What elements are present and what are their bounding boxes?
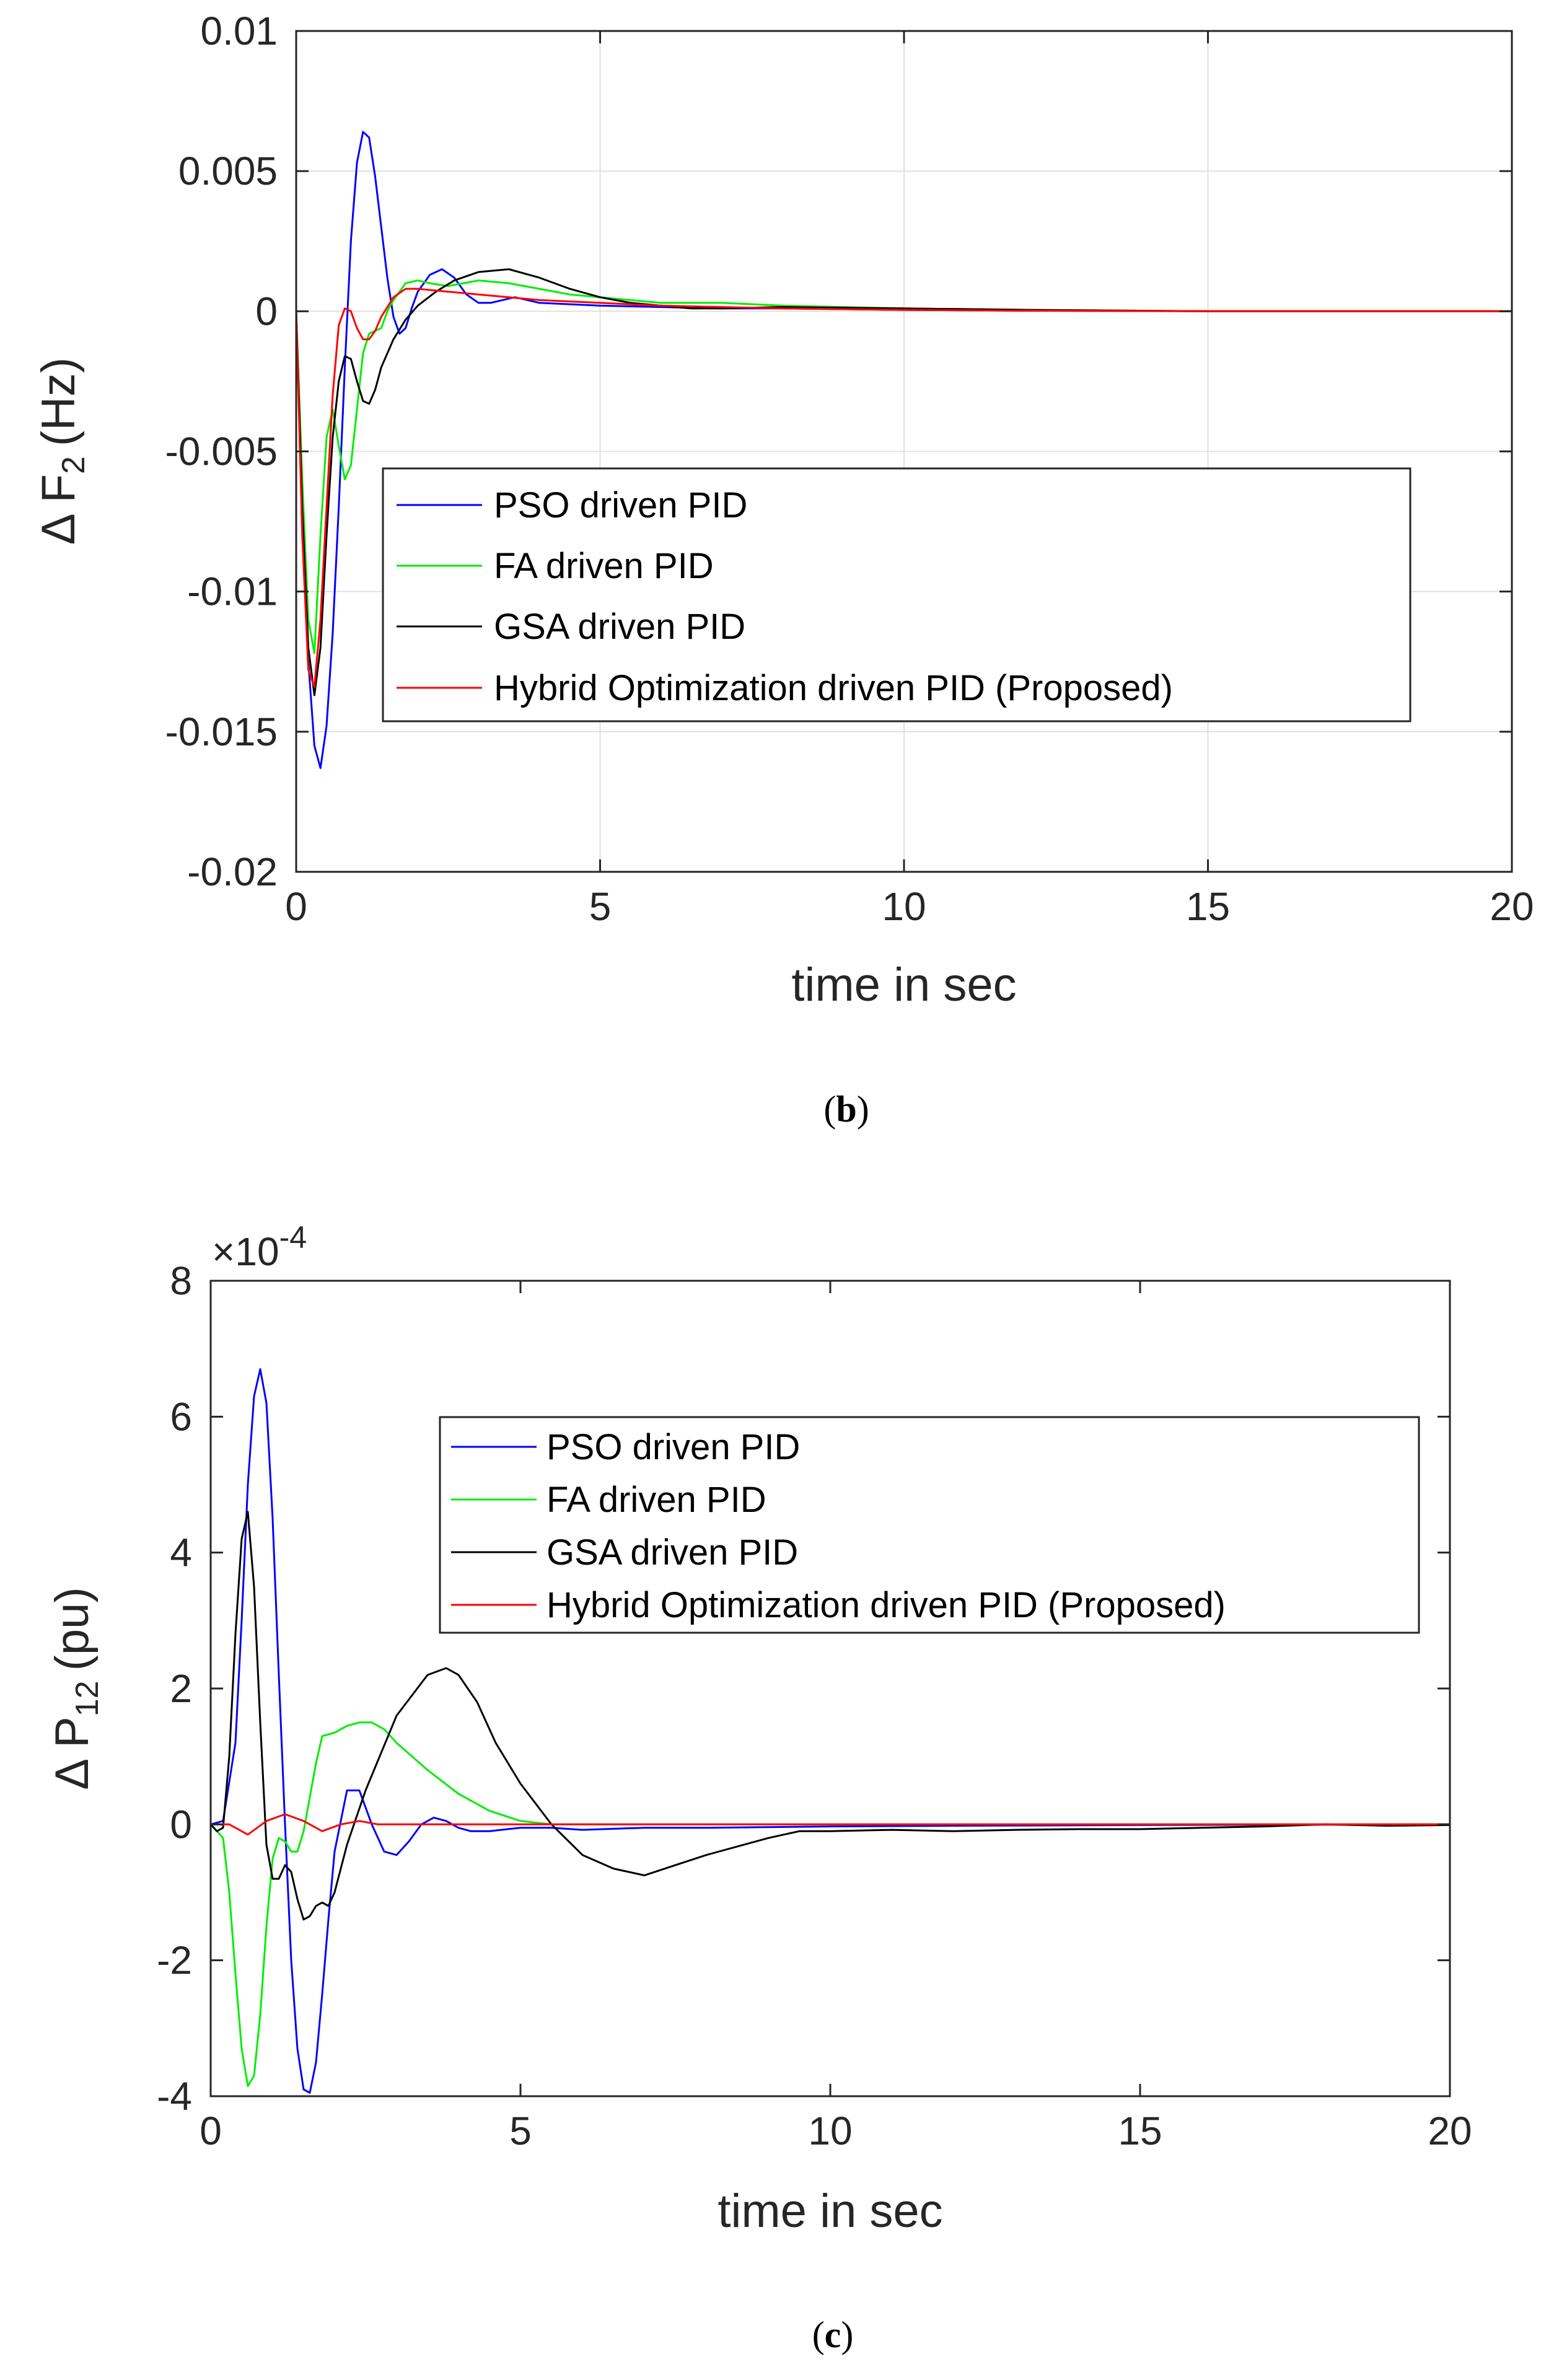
chart-c-ytick-label: -2 (157, 1938, 192, 1983)
chart-b-xtick-label: 20 (1490, 884, 1534, 929)
chart-c-ytick-label: 6 (170, 1394, 192, 1439)
chart-b-legend-label-pso: PSO driven PID (494, 485, 747, 525)
chart-c-legend-label-gsa: GSA driven PID (547, 1532, 798, 1573)
chart-c-xtick-label: 0 (200, 2109, 222, 2153)
chart-c-caption-close: ) (841, 2314, 853, 2355)
chart-b-grid (296, 31, 1512, 872)
chart-b-ylabel-main: Δ F (32, 474, 85, 545)
chart-c-ylabel-main: Δ P (46, 1716, 99, 1789)
chart-b-ylabel-unit: (Hz) (32, 358, 85, 447)
chart-b-legend: PSO driven PID FA driven PID GSA driven … (382, 467, 1411, 722)
chart-b-caption-open: ( (823, 1089, 836, 1130)
chart-c-series-line-3 (211, 1813, 1450, 1836)
chart-c-caption: (c) (812, 2314, 854, 2355)
chart-c-legend: PSO driven PID FA driven PID GSA driven … (439, 1416, 1420, 1634)
chart-b-ytick-label: -0.02 (187, 850, 278, 894)
chart-b-series-line-0 (295, 131, 1512, 770)
chart-b-ytick-label: -0.005 (165, 429, 278, 474)
chart-c-series-line-1 (209, 1721, 1450, 2088)
chart-b-caption-close: ) (857, 1089, 869, 1130)
chart-c-legend-box (439, 1416, 1420, 1634)
chart-c-xtick-label: 20 (1428, 2109, 1472, 2153)
chart-b-ytick-label: -0.015 (165, 709, 278, 754)
chart-c-series-line-0 (210, 1368, 1451, 2094)
chart-c-multiplier-base: ×10 (212, 1229, 279, 1274)
chart-b-legend-label-gsa: GSA driven PID (494, 607, 745, 647)
chart-c-caption-open: ( (812, 2314, 825, 2355)
chart-b-legend-label-hybrid: Hybrid Optimization driven PID (Proposed… (494, 668, 1173, 708)
chart-c-ytick-label: 2 (170, 1666, 192, 1711)
chart-c-legend-label-pso: PSO driven PID (547, 1427, 800, 1467)
chart-c-ytick-label: 4 (170, 1530, 192, 1575)
chart-b-ytick-label: 0 (255, 289, 278, 333)
chart-c-legend-label-hybrid: Hybrid Optimization driven PID (Proposed… (547, 1585, 1226, 1625)
chart-c-ylabel-unit: (pu) (46, 1587, 99, 1671)
chart-b-legend-label-fa: FA driven PID (494, 546, 714, 586)
chart-b-series (295, 131, 1512, 770)
chart-b-caption-letter: b (836, 1089, 856, 1130)
chart-b-xlabel: time in sec (791, 959, 1016, 1011)
chart-c-xtick-label: 10 (808, 2109, 852, 2153)
chart-c-multiplier-exp: -4 (279, 1220, 307, 1255)
chart-c-xticks: 0 5 10 15 20 (200, 1281, 1472, 2153)
chart-c-series (209, 1368, 1451, 2094)
chart-b-ylabel-sub: 2 (56, 456, 92, 474)
chart-c-caption-letter: c (825, 2314, 841, 2355)
chart-c-ylabel-sub: 12 (69, 1680, 105, 1716)
chart-b-ylabel: Δ F2 (Hz) (32, 358, 92, 545)
chart-c-yticks: -4 -2 0 2 4 6 8 (157, 1258, 1450, 2119)
chart-c-ylabel: Δ P12 (pu) (46, 1587, 105, 1789)
chart-c-ytick-label: -4 (157, 2074, 192, 2119)
chart-c-multiplier: ×10-4 (212, 1220, 307, 1274)
chart-b-caption: (b) (823, 1089, 869, 1130)
chart-c-ytick-label: 0 (170, 1802, 192, 1846)
chart-b-ytick-label: 0.005 (178, 149, 278, 193)
chart-c-legend-label-fa: FA driven PID (547, 1480, 766, 1520)
chart-c-xtick-label: 5 (509, 2109, 532, 2153)
chart-b-legend-box (382, 467, 1411, 722)
chart-b-xticks: 0 5 10 15 20 (285, 31, 1534, 929)
chart-b-xtick-label: 10 (882, 884, 926, 929)
chart-b-xtick-label: 15 (1186, 884, 1230, 929)
chart-c-xlabel: time in sec (718, 2185, 942, 2237)
chart-c-series-line-2 (209, 1511, 1451, 1921)
chart-b-xtick-label: 5 (589, 884, 612, 929)
chart-b: 0 5 10 15 20 -0.02 -0.015 -0.01 -0.005 0 0.005 0.0… (32, 9, 1534, 1130)
chart-c-ytick-label: 8 (170, 1258, 192, 1303)
chart-c-xtick-label: 15 (1118, 2109, 1162, 2153)
chart-b-xtick-label: 0 (285, 884, 307, 929)
chart-b-series-line-3 (295, 288, 1512, 688)
chart-b-yticks: -0.02 -0.015 -0.01 -0.005 0 0.005 0.01 (165, 9, 1512, 894)
chart-c-plot-frame (209, 1280, 1451, 2097)
chart-b-ytick-label: -0.01 (187, 569, 278, 614)
chart-b-ytick-label: 0.01 (200, 9, 278, 53)
chart-b-series-line-2 (295, 268, 1512, 696)
